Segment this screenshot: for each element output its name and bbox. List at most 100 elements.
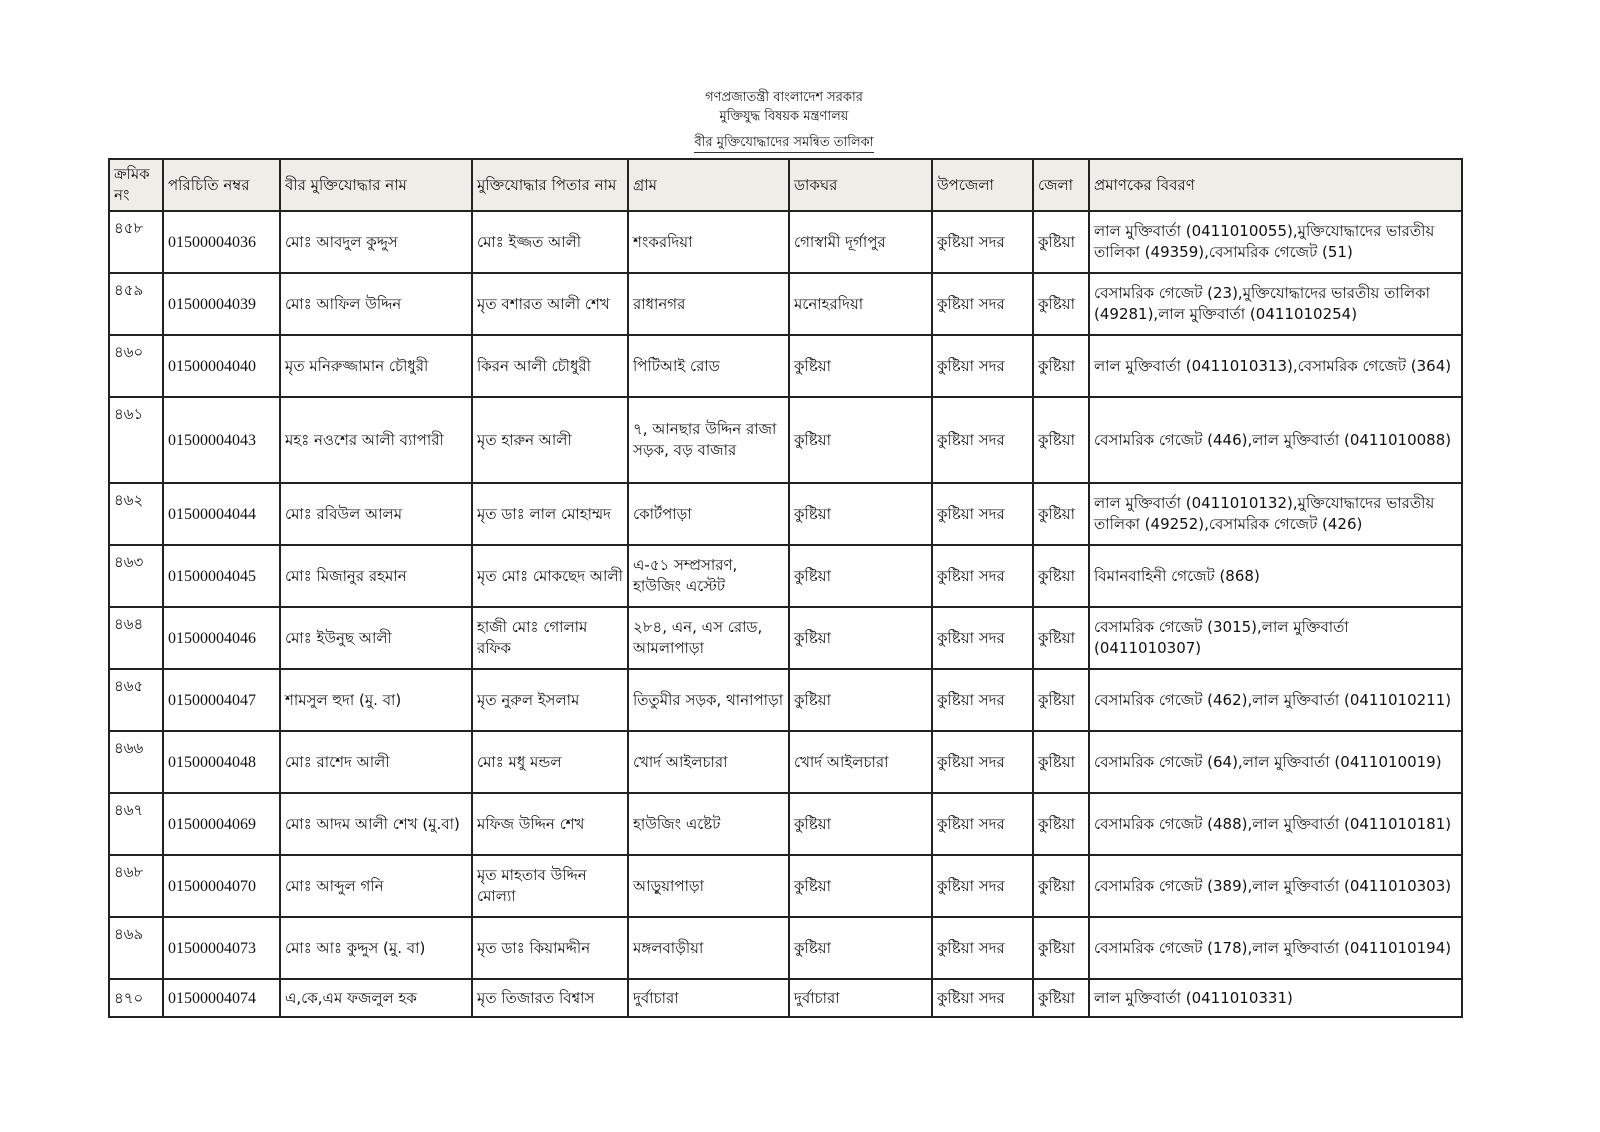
cell-id-number: 01500004045 — [162, 544, 281, 608]
cell-fighter-name: মোঃ রাশেদ আলী — [279, 730, 473, 794]
cell-fighter-name: এ,কে,এম ফজলুল হক — [279, 978, 473, 1018]
cell-fighter-name: মোঃ আদম আলী শেখ (মু.বা) — [279, 792, 473, 856]
column-header-id-number: পরিচিতি নম্বর — [162, 158, 281, 212]
cell-serial-no: ৪৬৫ — [108, 668, 164, 732]
column-header-district: জেলা — [1032, 158, 1090, 212]
table-row: ৪৬৮ 01500004070 মোঃ আব্দুল গনি মৃত মাহতাব উ… — [108, 854, 1463, 918]
cell-post-office: কুষ্টিয়া — [788, 334, 933, 398]
cell-post-office: কুষ্টিয়া — [788, 792, 933, 856]
cell-post-office: কুষ্টিয়া — [788, 916, 933, 980]
column-header-serial-no: ক্রমিক নং — [108, 158, 164, 212]
cell-district: কুষ্টিয়া — [1032, 334, 1090, 398]
cell-evidence-details: লাল মুক্তিবার্তা (0411010313),বেসামরিক গ… — [1088, 334, 1463, 398]
table-row: ৪৬৫ 01500004047 শামসুল হুদা (মু. বা) মৃত নু… — [108, 668, 1463, 732]
table-header-row: ক্রমিক নং পরিচিতি নম্বর বীর মুক্তিযোদ্ধার … — [108, 158, 1463, 212]
cell-post-office: কুষ্টিয়া — [788, 482, 933, 546]
cell-evidence-details: লাল মুক্তিবার্তা (0411010132),মুক্তিযোদ্… — [1088, 482, 1463, 546]
table-row: ৪৬০ 01500004040 মৃত মনিরুজ্জামান চৌধুরী কির… — [108, 334, 1463, 398]
cell-upazila: কুষ্টিয়া সদর — [931, 978, 1034, 1018]
cell-upazila: কুষ্টিয়া সদর — [931, 396, 1034, 484]
cell-fighter-name: মোঃ আঃ কুদ্দুস (মু. বা) — [279, 916, 473, 980]
cell-post-office: কুষ্টিয়া — [788, 854, 933, 918]
cell-post-office: গোস্বামী দূর্গাপুর — [788, 210, 933, 274]
cell-village: রাধানগর — [627, 272, 790, 336]
cell-upazila: কুষ্টিয়া সদর — [931, 210, 1034, 274]
cell-district: কুষ্টিয়া — [1032, 668, 1090, 732]
cell-fighter-name: মোঃ আব্দুল গনি — [279, 854, 473, 918]
cell-evidence-details: বেসামরিক গেজেট (178),লাল মুক্তিবার্তা (0… — [1088, 916, 1463, 980]
freedom-fighters-table: ক্রমিক নং পরিচিতি নম্বর বীর মুক্তিযোদ্ধার … — [108, 158, 1463, 1018]
cell-father-name: মোঃ ইজ্জত আলী — [471, 210, 629, 274]
cell-id-number: 01500004070 — [162, 854, 281, 918]
cell-post-office: খোর্দ আইলচারা — [788, 730, 933, 794]
cell-evidence-details: লাল মুক্তিবার্তা (0411010331) — [1088, 978, 1463, 1018]
cell-serial-no: ৪৬৪ — [108, 606, 164, 670]
government-heading: গণপ্রজাতন্ত্রী বাংলাদেশ সরকার — [705, 90, 863, 105]
cell-father-name: মৃত বশারত আলী শেখ — [471, 272, 629, 336]
cell-father-name: মৃত নুরুল ইসলাম — [471, 668, 629, 732]
cell-upazila: কুষ্টিয়া সদর — [931, 334, 1034, 398]
cell-district: কুষ্টিয়া — [1032, 978, 1090, 1018]
cell-upazila: কুষ্টিয়া সদর — [931, 916, 1034, 980]
table-row: ৪৬৯ 01500004073 মোঃ আঃ কুদ্দুস (মু. বা) মৃত… — [108, 916, 1463, 980]
cell-serial-no: ৪৫৯ — [108, 272, 164, 336]
cell-father-name: মৃত ডাঃ কিয়ামদ্দীন — [471, 916, 629, 980]
cell-upazila: কুষ্টিয়া সদর — [931, 792, 1034, 856]
cell-father-name: মৃত তিজারত বিশ্বাস — [471, 978, 629, 1018]
cell-id-number: 01500004036 — [162, 210, 281, 274]
cell-id-number: 01500004073 — [162, 916, 281, 980]
cell-father-name: মৃত মাহতাব উদ্দিন মোল্যা — [471, 854, 629, 918]
cell-fighter-name: মহঃ নওশের আলী ব্যাপারী — [279, 396, 473, 484]
cell-district: কুষ্টিয়া — [1032, 854, 1090, 918]
cell-village: খোর্দ আইলচারা — [627, 730, 790, 794]
cell-post-office: মনোহরদিয়া — [788, 272, 933, 336]
cell-evidence-details: বেসামরিক গেজেট (3015),লাল মুক্তিবার্তা (… — [1088, 606, 1463, 670]
document-title-text: বীর মুক্তিযোদ্ধাদের সমন্বিত তালিকা — [694, 135, 874, 153]
cell-serial-no: ৪৬০ — [108, 334, 164, 398]
cell-id-number: 01500004047 — [162, 668, 281, 732]
table-row: ৪৫৯ 01500004039 মোঃ আফিল উদ্দিন মৃত বশারত আ… — [108, 272, 1463, 336]
column-header-evidence-details: প্রমাণকের বিবরণ — [1088, 158, 1463, 212]
cell-evidence-details: বেসামরিক গেজেট (488),লাল মুক্তিবার্তা (0… — [1088, 792, 1463, 856]
cell-serial-no: ৪৬৬ — [108, 730, 164, 794]
cell-serial-no: ৪৬৯ — [108, 916, 164, 980]
cell-village: ৭, আনছার উদ্দিন রাজা সড়ক, বড় বাজার — [627, 396, 790, 484]
cell-village: এ-৫১ সম্প্রসারণ, হাউজিং এস্টেট — [627, 544, 790, 608]
cell-id-number: 01500004069 — [162, 792, 281, 856]
cell-id-number: 01500004046 — [162, 606, 281, 670]
cell-district: কুষ্টিয়া — [1032, 272, 1090, 336]
cell-fighter-name: মোঃ মিজানুর রহমান — [279, 544, 473, 608]
cell-father-name: মোঃ মধু মন্ডল — [471, 730, 629, 794]
cell-post-office: দুর্বাচারা — [788, 978, 933, 1018]
cell-id-number: 01500004039 — [162, 272, 281, 336]
cell-id-number: 01500004040 — [162, 334, 281, 398]
cell-evidence-details: বেসামরিক গেজেট (23),মুক্তিযোদ্ধাদের ভারত… — [1088, 272, 1463, 336]
cell-id-number: 01500004074 — [162, 978, 281, 1018]
cell-evidence-details: বেসামরিক গেজেট (64),লাল মুক্তিবার্তা (04… — [1088, 730, 1463, 794]
table-row: ৪৬৪ 01500004046 মোঃ ইউনুছ আলী হাজী মোঃ গোলা… — [108, 606, 1463, 670]
table-row: ৪৫৮ 01500004036 মোঃ আবদুল কুদ্দুস মোঃ ইজ্জত… — [108, 210, 1463, 274]
table-row: ৪৬৬ 01500004048 মোঃ রাশেদ আলী মোঃ মধু মন্ডল… — [108, 730, 1463, 794]
cell-father-name: মৃত ডাঃ লাল মোহাম্মদ — [471, 482, 629, 546]
cell-district: কুষ্টিয়া — [1032, 396, 1090, 484]
document-title: বীর মুক্তিযোদ্ধাদের সমন্বিত তালিকা — [0, 133, 1568, 154]
cell-upazila: কুষ্টিয়া সদর — [931, 606, 1034, 670]
cell-fighter-name: মোঃ আফিল উদ্দিন — [279, 272, 473, 336]
cell-father-name: হাজী মোঃ গোলাম রফিক — [471, 606, 629, 670]
cell-post-office: কুষ্টিয়া — [788, 606, 933, 670]
cell-father-name: মৃত হারুন আলী — [471, 396, 629, 484]
table-row: ৪৭০ 01500004074 এ,কে,এম ফজলুল হক মৃত তিজারত… — [108, 978, 1463, 1018]
cell-fighter-name: মোঃ আবদুল কুদ্দুস — [279, 210, 473, 274]
cell-fighter-name: মোঃ রবিউল আলম — [279, 482, 473, 546]
column-header-father-name: মুক্তিযোদ্ধার পিতার নাম — [471, 158, 629, 212]
cell-id-number: 01500004044 — [162, 482, 281, 546]
cell-serial-no: ৪৬৮ — [108, 854, 164, 918]
cell-evidence-details: বিমানবাহিনী গেজেট (868) — [1088, 544, 1463, 608]
cell-upazila: কুষ্টিয়া সদর — [931, 272, 1034, 336]
cell-fighter-name: শামসুল হুদা (মু. বা) — [279, 668, 473, 732]
cell-fighter-name: মৃত মনিরুজ্জামান চৌধুরী — [279, 334, 473, 398]
table-row: ৪৬৭ 01500004069 মোঃ আদম আলী শেখ (মু.বা) মফি… — [108, 792, 1463, 856]
cell-evidence-details: বেসামরিক গেজেট (389),লাল মুক্তিবার্তা (0… — [1088, 854, 1463, 918]
cell-village: পিটিআই রোড — [627, 334, 790, 398]
cell-upazila: কুষ্টিয়া সদর — [931, 482, 1034, 546]
